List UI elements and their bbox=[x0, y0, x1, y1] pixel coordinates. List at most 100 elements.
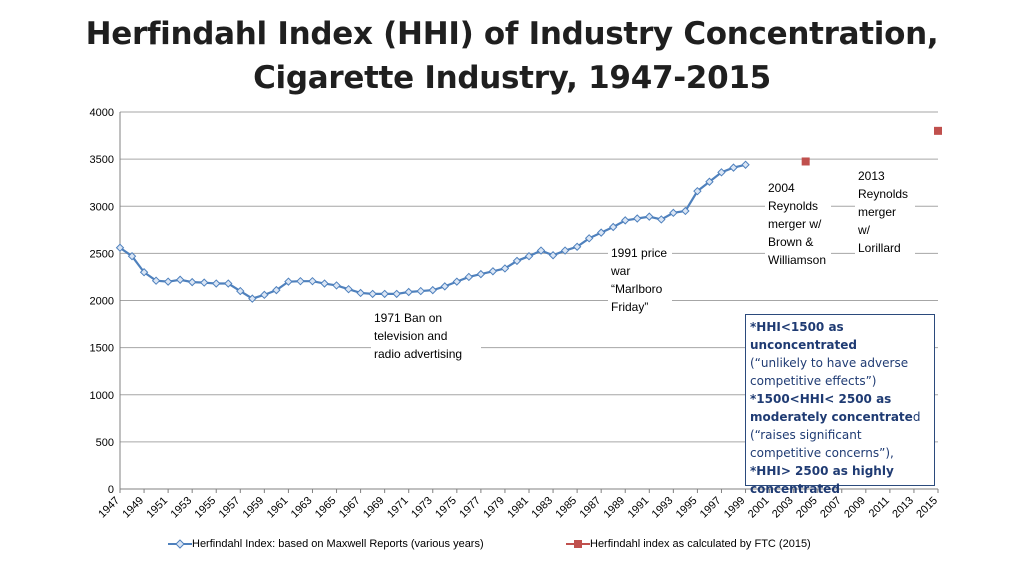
x-tick-label: 2003 bbox=[770, 495, 796, 521]
data-point-maxwell bbox=[163, 277, 173, 286]
threshold-highly: *HHI> 2500 as highly concentrated bbox=[750, 464, 894, 496]
data-point-maxwell bbox=[729, 163, 738, 172]
legend-item-maxwell: Herfindahl Index: based on Maxwell Repor… bbox=[168, 534, 484, 554]
data-point-maxwell bbox=[741, 160, 750, 169]
data-point-maxwell bbox=[356, 288, 365, 298]
annotation-merger-2004-line: 2004 bbox=[768, 181, 795, 195]
data-point-maxwell bbox=[344, 284, 353, 294]
annotation-price-war-1991-line: “Marlboro bbox=[611, 282, 663, 296]
x-tick-label: 1995 bbox=[674, 495, 700, 521]
data-point-maxwell bbox=[633, 214, 642, 223]
grid-lines bbox=[120, 111, 938, 443]
annotation-merger-2013-line: Lorillard bbox=[858, 241, 901, 255]
x-tick-label: 1975 bbox=[433, 495, 459, 521]
legend-marker-square-icon bbox=[566, 540, 590, 548]
x-tick-label: 1987 bbox=[577, 495, 603, 521]
annotation-merger-2004-line: Brown & bbox=[768, 235, 813, 249]
hhi-thresholds-box: *HHI<1500 as unconcentrated (“unlikely t… bbox=[745, 314, 935, 496]
annotation-price-war-1991-line: 1991 price bbox=[611, 246, 667, 260]
data-point-maxwell bbox=[199, 278, 209, 287]
y-tick-label: 1000 bbox=[90, 390, 114, 402]
y-tick-label: 4000 bbox=[90, 107, 114, 119]
annotation-merger-2004-line: merger w/ bbox=[768, 217, 822, 231]
chart-title-line-1: Herfindahl Index (HHI) of Industry Conce… bbox=[85, 16, 939, 52]
annotation-merger-2013-line: merger bbox=[858, 205, 896, 219]
annotation-merger-2013-line: 2013 bbox=[858, 169, 885, 183]
x-tick-label: 1973 bbox=[409, 495, 435, 521]
data-point-maxwell bbox=[621, 216, 630, 225]
legend-item-ftc: Herfindahl index as calculated by FTC (2… bbox=[566, 534, 811, 554]
x-tick-label: 2009 bbox=[842, 495, 868, 521]
threshold-moderate-tail: d bbox=[912, 410, 921, 424]
legend-label-ftc: Herfindahl index as calculated by FTC (2… bbox=[590, 538, 811, 550]
data-point-maxwell bbox=[224, 279, 233, 288]
x-tick-label: 1965 bbox=[313, 495, 339, 521]
data-point-maxwell bbox=[476, 269, 486, 279]
data-point-maxwell bbox=[139, 268, 149, 277]
threshold-unconcentrated-note: (“unlikely to have adverse competitive e… bbox=[750, 356, 909, 388]
x-tick-label: 1999 bbox=[722, 495, 748, 521]
threshold-moderate-note: (“raises significant competitive concern… bbox=[750, 428, 894, 460]
y-tick-label: 1500 bbox=[90, 343, 114, 355]
annotation-merger-2004-line: Williamson bbox=[768, 253, 826, 267]
data-point-maxwell bbox=[428, 285, 437, 295]
data-point-maxwell bbox=[669, 208, 678, 218]
annotation-ban-1971-line: television and bbox=[374, 329, 447, 343]
data-point-maxwell bbox=[260, 290, 269, 300]
x-tick-label: 2007 bbox=[818, 495, 844, 521]
x-tick-label: 1957 bbox=[217, 495, 243, 521]
y-tick-label: 2500 bbox=[90, 248, 114, 260]
data-point-maxwell bbox=[536, 246, 546, 255]
data-point-maxwell bbox=[248, 294, 257, 303]
data-point-maxwell bbox=[584, 234, 594, 243]
x-tick-label: 1961 bbox=[265, 495, 291, 521]
data-point-maxwell bbox=[320, 279, 329, 288]
data-point-maxwell bbox=[380, 289, 389, 299]
data-point-maxwell bbox=[236, 286, 245, 296]
data-point-maxwell bbox=[524, 251, 534, 261]
data-point-maxwell bbox=[212, 279, 221, 288]
x-tick-label: 1967 bbox=[337, 495, 363, 521]
annotation-bg bbox=[608, 244, 672, 320]
x-tick-label: 1971 bbox=[385, 495, 411, 521]
data-point-maxwell bbox=[151, 276, 161, 285]
legend-label-maxwell: Herfindahl Index: based on Maxwell Repor… bbox=[192, 538, 484, 550]
x-tick-label: 1963 bbox=[289, 495, 315, 521]
annotation-bg bbox=[855, 167, 915, 261]
x-tick-label: 1985 bbox=[553, 495, 579, 521]
y-tick-label: 0 bbox=[108, 484, 114, 496]
data-point-ftc bbox=[934, 126, 942, 135]
data-point-maxwell bbox=[284, 277, 293, 286]
annotation-bg bbox=[765, 179, 831, 273]
threshold-moderate: *1500<HHI< 2500 as moderately concentrat… bbox=[750, 392, 913, 424]
annotation-ban-1971-line: 1971 Ban on bbox=[374, 311, 442, 325]
data-point-maxwell bbox=[368, 289, 377, 299]
data-point-maxwell bbox=[272, 285, 281, 295]
x-tick-label: 1947 bbox=[96, 495, 122, 521]
y-tick-label: 500 bbox=[96, 437, 114, 449]
x-tick-label: 1955 bbox=[193, 495, 219, 521]
data-point-maxwell bbox=[681, 206, 690, 216]
data-point-maxwell bbox=[572, 242, 582, 251]
series-ftc bbox=[801, 126, 942, 166]
data-point-maxwell bbox=[500, 264, 510, 273]
data-point-maxwell bbox=[705, 177, 714, 186]
data-point-maxwell bbox=[608, 222, 618, 232]
data-point-maxwell bbox=[392, 289, 401, 299]
annotation-price-war-1991-line: war bbox=[610, 264, 630, 278]
x-tick-label: 1959 bbox=[241, 495, 267, 521]
data-point-maxwell bbox=[560, 246, 570, 255]
annotation-ban-1971-line: radio advertising bbox=[374, 347, 462, 361]
data-point-maxwell bbox=[596, 228, 606, 237]
data-point-ftc bbox=[801, 157, 810, 166]
annotation-merger-2004-line: Reynolds bbox=[768, 199, 818, 213]
y-tick-label: 3500 bbox=[90, 154, 114, 166]
data-point-maxwell bbox=[512, 256, 522, 266]
annotation-merger-2013-line: Reynolds bbox=[858, 187, 908, 201]
chart-title: Herfindahl Index (HHI) of Industry Conce… bbox=[0, 12, 1024, 100]
data-point-maxwell bbox=[296, 276, 305, 286]
data-point-maxwell bbox=[717, 168, 726, 177]
data-point-maxwell bbox=[187, 277, 197, 287]
annotation-price-war-1991-line: Friday” bbox=[611, 300, 648, 314]
data-point-maxwell bbox=[127, 251, 137, 261]
